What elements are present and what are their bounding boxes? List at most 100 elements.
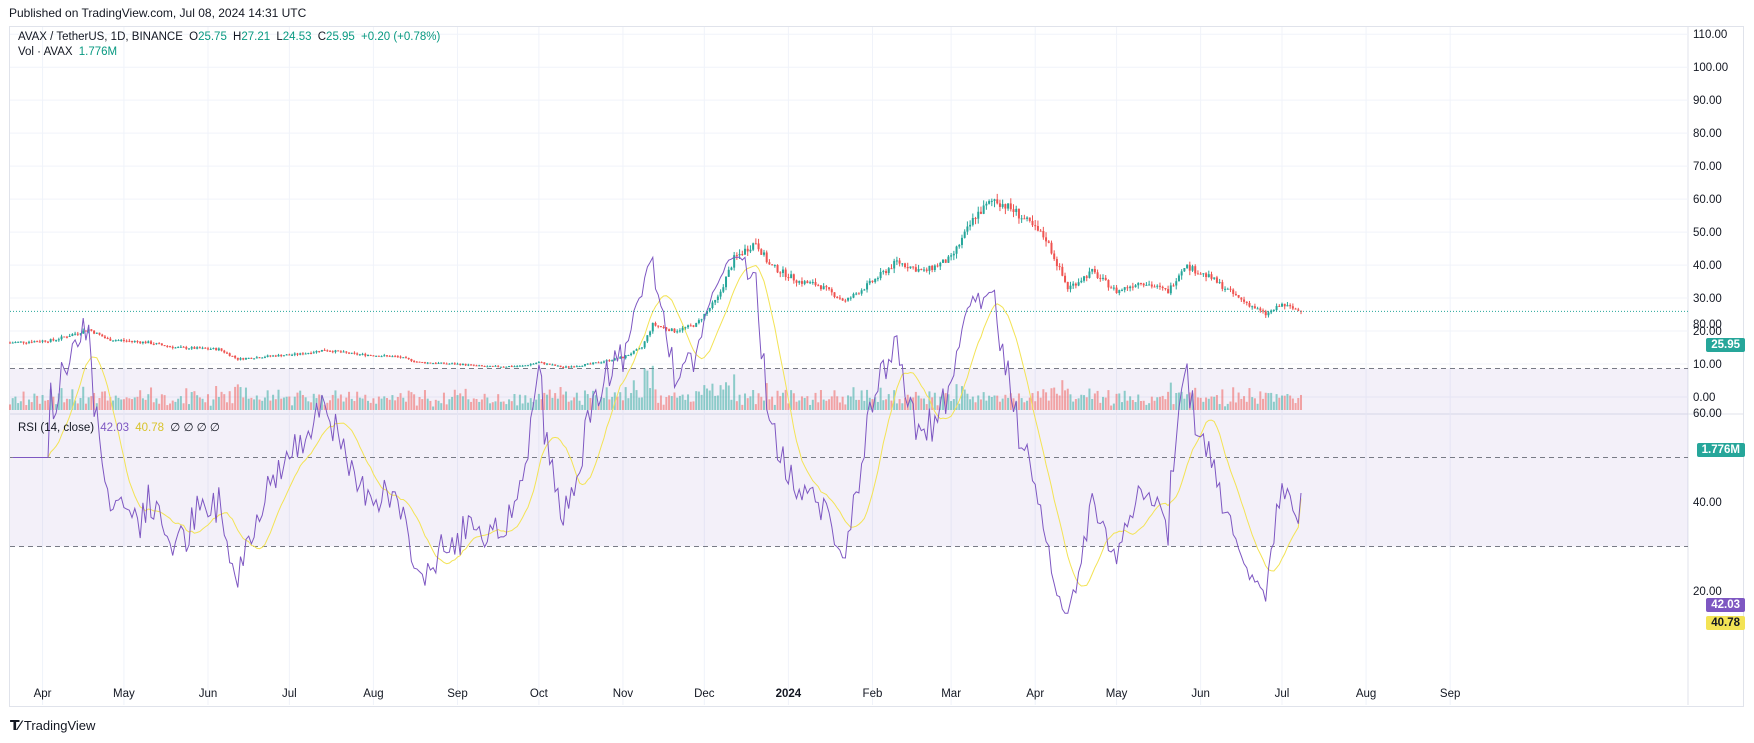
tradingview-logo[interactable]: ꓔ⁄ TradingView bbox=[10, 717, 95, 734]
candle-body bbox=[307, 352, 310, 354]
rsi-label[interactable]: RSI (14, close) bbox=[18, 422, 95, 434]
candle-body bbox=[727, 269, 730, 277]
candle-body bbox=[334, 350, 337, 353]
candle-body bbox=[513, 366, 516, 368]
chart-frame[interactable] bbox=[9, 26, 1744, 707]
volume-bar bbox=[1167, 391, 1170, 410]
volume-bar bbox=[890, 400, 893, 410]
price-tick-label: 50.00 bbox=[1693, 227, 1722, 239]
volume-bar bbox=[358, 397, 361, 410]
candle-body bbox=[923, 269, 926, 271]
volume-bar bbox=[383, 396, 386, 410]
volume-bar bbox=[1091, 398, 1094, 410]
candle-body bbox=[535, 363, 538, 365]
volume-bar bbox=[1267, 393, 1270, 410]
volume-bar bbox=[263, 397, 266, 410]
volume-bar bbox=[914, 391, 917, 410]
rsi-ma-value: 40.78 bbox=[135, 422, 165, 434]
candle-body bbox=[1253, 306, 1256, 309]
candle-body bbox=[342, 351, 345, 353]
candle-body bbox=[478, 365, 481, 367]
volume-bar bbox=[1180, 391, 1183, 410]
candle-body bbox=[136, 341, 139, 343]
candle-body bbox=[1001, 204, 1004, 207]
volume-bar bbox=[407, 390, 410, 410]
price-tick-label: 100.00 bbox=[1693, 62, 1728, 74]
volume-bar bbox=[228, 391, 231, 410]
candle-body bbox=[716, 296, 719, 300]
candle-body bbox=[483, 365, 486, 367]
rsi-legend: RSI (14, close) 42.03 40.78 ∅ ∅ ∅ ∅ bbox=[18, 420, 223, 434]
volume-bar bbox=[1112, 403, 1115, 410]
volume-bar bbox=[139, 390, 142, 410]
candle-body bbox=[659, 326, 662, 328]
volume-bar bbox=[665, 396, 668, 410]
candle-body bbox=[646, 335, 649, 342]
volume-label[interactable]: Vol · AVAX bbox=[18, 46, 73, 58]
volume-bar bbox=[1004, 394, 1007, 410]
volume-bar bbox=[57, 393, 60, 410]
candle-body bbox=[844, 300, 847, 302]
candle-body bbox=[602, 361, 605, 363]
volume-bar bbox=[1177, 392, 1180, 410]
candle-body bbox=[1272, 309, 1275, 311]
candle-body bbox=[749, 249, 752, 252]
candle-body bbox=[822, 286, 825, 290]
candle-body bbox=[521, 365, 524, 367]
candle-body bbox=[456, 363, 459, 365]
candle-body bbox=[1262, 310, 1265, 312]
candle-body bbox=[933, 265, 936, 271]
candle-body bbox=[1112, 287, 1115, 289]
candle-body bbox=[1194, 266, 1197, 274]
volume-bar bbox=[1145, 404, 1148, 410]
volume-bar bbox=[90, 396, 93, 410]
volume-bar bbox=[242, 397, 245, 410]
candle-body bbox=[1150, 284, 1153, 287]
volume-bar bbox=[947, 394, 950, 410]
candle-body bbox=[1259, 308, 1262, 311]
volume-bar bbox=[323, 404, 326, 410]
candle-body bbox=[459, 363, 462, 366]
candle-body bbox=[394, 356, 397, 358]
candle-body bbox=[1164, 288, 1167, 290]
volume-bar bbox=[597, 403, 600, 410]
volume-bar bbox=[1017, 393, 1020, 410]
volume-bar bbox=[711, 383, 714, 410]
volume-bar bbox=[716, 395, 719, 410]
volume-bar bbox=[508, 399, 511, 410]
candle-body bbox=[979, 211, 982, 214]
volume-bar bbox=[855, 399, 858, 410]
candle-body bbox=[171, 346, 174, 348]
candle-body bbox=[982, 205, 985, 214]
candle-body bbox=[640, 347, 643, 349]
volume-bar bbox=[391, 395, 394, 410]
volume-bar bbox=[437, 400, 440, 410]
symbol-label[interactable]: AVAX / TetherUS, 1D, BINANCE bbox=[18, 31, 183, 43]
time-tick-label: Apr bbox=[1026, 688, 1044, 700]
candle-body bbox=[510, 366, 513, 368]
volume-bar bbox=[1020, 398, 1023, 410]
candle-body bbox=[689, 325, 692, 327]
volume-bar bbox=[535, 399, 538, 410]
volume-bar bbox=[529, 398, 532, 410]
candle-body bbox=[925, 269, 928, 271]
candle-body bbox=[93, 330, 96, 334]
volume-bar bbox=[1294, 403, 1297, 410]
volume-bar bbox=[1164, 399, 1167, 410]
candle-body bbox=[719, 291, 722, 297]
candle-body bbox=[174, 347, 177, 349]
volume-bar bbox=[1183, 398, 1186, 410]
volume-bar bbox=[760, 396, 763, 410]
candle-body bbox=[996, 199, 999, 204]
candle-body bbox=[41, 340, 44, 342]
candle-body bbox=[250, 357, 253, 359]
price-tick-label: 10.00 bbox=[1693, 359, 1722, 371]
candle-body bbox=[204, 347, 207, 349]
volume-bar bbox=[1123, 390, 1126, 410]
volume-bar bbox=[223, 394, 226, 410]
candle-body bbox=[917, 268, 920, 272]
candle-body bbox=[583, 364, 586, 366]
candle-body bbox=[643, 341, 646, 348]
time-tick-label: Mar bbox=[941, 688, 961, 700]
